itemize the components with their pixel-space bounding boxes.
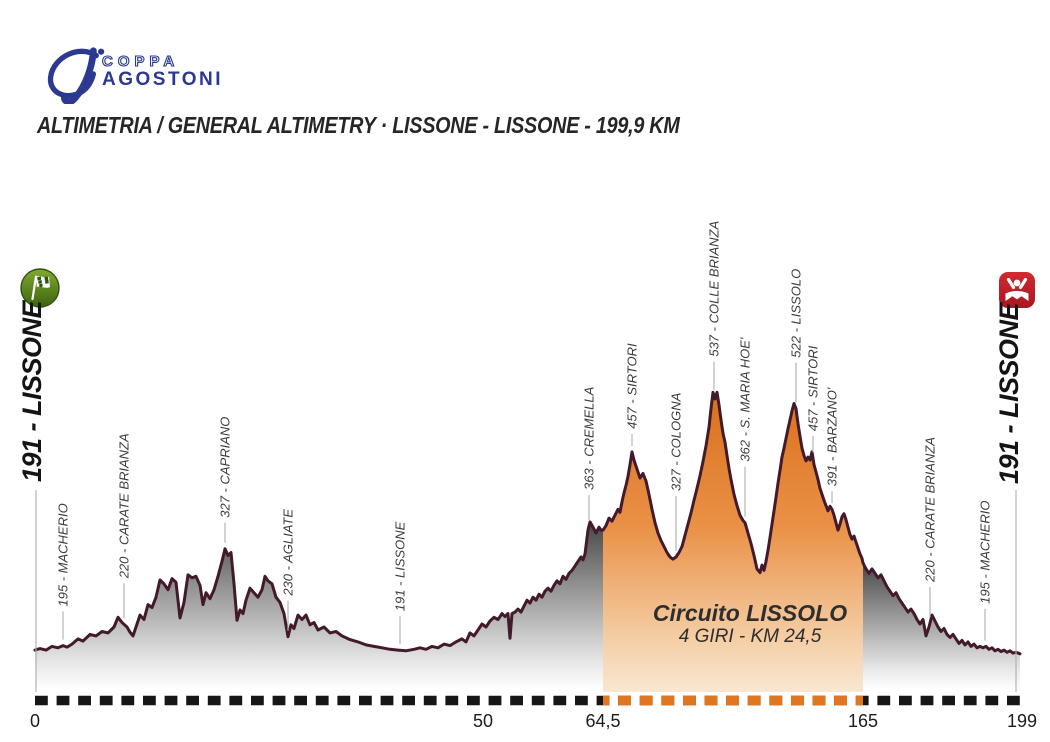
circuit-area	[603, 392, 863, 692]
waypoint-label: 537 - COLLE BRIANZA	[707, 221, 722, 357]
waypoint-label: 391 - BARZANO'	[825, 387, 840, 486]
brand-word-coppa: COPPA	[101, 53, 180, 70]
waypoint-label: 191 - LISSONE	[393, 521, 408, 611]
circuit-detail: 4 GIRI - KM 24,5	[678, 626, 822, 647]
start-location-label: 191 - LISSONE	[17, 300, 47, 482]
axis-tick-label: 50	[473, 711, 493, 731]
axis-tick-label: 165	[848, 711, 878, 731]
waypoint-label: 457 - SIRTORI	[625, 343, 640, 429]
profile-outline	[33, 390, 1022, 656]
finish-location-label: 191 - LISSONE	[994, 302, 1024, 484]
waypoint-label: 230 - AGLIATE	[281, 509, 296, 597]
waypoint-label: 195 - MACHERIO	[978, 501, 993, 604]
axis-tick-label: 0	[30, 711, 40, 731]
waypoint-label: 220 - CARATE BRIANZA	[923, 437, 938, 583]
elevation-area-left	[35, 521, 603, 688]
waypoint-label: 327 - COLOGNA	[669, 393, 684, 491]
brand-logo: COPPA AGOSTONI	[44, 44, 274, 106]
circuit-annotation: Circuito LISSOLO 4 GIRI - KM 24,5	[640, 600, 860, 648]
checkered-flag-icon	[20, 268, 60, 308]
page-title: ALTIMETRIA / GENERAL ALTIMETRY · LISSONE…	[37, 112, 680, 138]
winner-icon	[999, 272, 1035, 308]
waypoint-label: 457 - SIRTORI	[806, 345, 821, 431]
brand-monogram-icon	[47, 47, 105, 104]
axis-tick-label: 64,5	[585, 711, 620, 731]
waypoint-label: 220 - CARATE BRIANZA	[117, 433, 132, 579]
waypoint-label: 195 - MACHERIO	[56, 503, 71, 606]
brand-word-agostoni: AGOSTONI	[102, 69, 223, 90]
circuit-name: Circuito LISSOLO	[652, 600, 848, 626]
axis-tick-label: 199	[1007, 711, 1037, 731]
elevation-area-right	[863, 562, 1020, 688]
waypoint-label: 362 - S. MARIA HOE'	[738, 337, 753, 462]
waypoint-label: 327 - CAPRIANO	[218, 417, 233, 518]
waypoint-label: 522 - LISSOLO	[789, 269, 804, 358]
waypoint-label: 363 - CREMELLA	[582, 387, 597, 490]
